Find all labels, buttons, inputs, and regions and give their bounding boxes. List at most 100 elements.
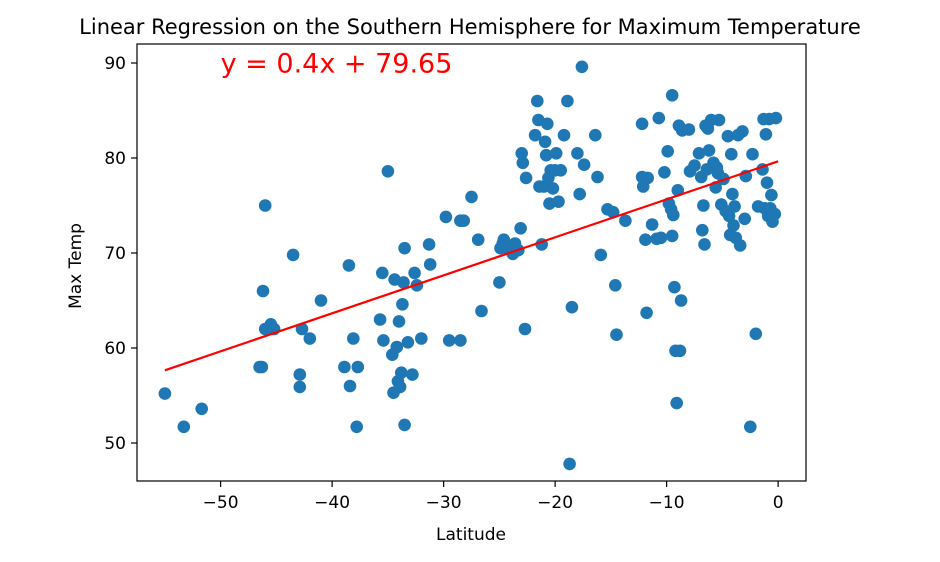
data-point bbox=[668, 280, 681, 294]
data-point bbox=[639, 233, 652, 246]
data-point bbox=[727, 219, 740, 232]
data-point bbox=[454, 334, 467, 347]
data-point bbox=[594, 248, 608, 262]
data-point bbox=[376, 266, 389, 280]
data-point bbox=[721, 129, 735, 143]
y-tick-label: 60 bbox=[104, 339, 126, 359]
data-point bbox=[338, 360, 351, 374]
data-point bbox=[351, 360, 365, 374]
data-point bbox=[665, 89, 679, 102]
x-tick-label: −40 bbox=[314, 493, 350, 513]
data-point bbox=[519, 171, 533, 185]
data-point bbox=[258, 199, 272, 212]
chart-title: Linear Regression on the Southern Hemisp… bbox=[79, 15, 861, 39]
data-point bbox=[398, 418, 411, 432]
data-point bbox=[392, 315, 406, 328]
data-point bbox=[195, 402, 208, 416]
data-point bbox=[514, 222, 527, 235]
data-point bbox=[692, 147, 706, 160]
data-point bbox=[661, 145, 674, 158]
y-tick-label: 90 bbox=[104, 54, 126, 74]
data-point bbox=[293, 380, 307, 394]
data-point bbox=[652, 111, 666, 125]
data-point bbox=[725, 147, 738, 161]
data-point bbox=[728, 200, 741, 213]
data-point bbox=[670, 396, 683, 410]
data-point bbox=[722, 209, 736, 223]
data-point bbox=[493, 276, 506, 289]
data-point bbox=[439, 210, 453, 224]
data-point bbox=[682, 123, 696, 136]
data-point bbox=[377, 334, 390, 347]
x-axis: −50 −40 −30 −20 −10 0 bbox=[203, 481, 784, 513]
data-point bbox=[698, 238, 711, 251]
data-point bbox=[347, 332, 360, 345]
regression-line bbox=[164, 160, 779, 372]
data-point bbox=[546, 182, 560, 195]
data-point bbox=[256, 284, 270, 298]
data-point bbox=[575, 60, 589, 74]
data-point bbox=[577, 158, 591, 171]
data-point bbox=[565, 300, 579, 314]
data-point bbox=[746, 147, 759, 161]
data-point bbox=[286, 248, 300, 262]
data-point bbox=[177, 420, 191, 434]
data-point bbox=[736, 125, 749, 138]
data-point bbox=[696, 223, 709, 237]
data-point bbox=[738, 212, 751, 226]
data-point bbox=[475, 304, 488, 318]
data-point bbox=[561, 94, 574, 108]
y-axis-label: Max Temp bbox=[66, 223, 86, 309]
data-point bbox=[393, 380, 407, 394]
data-point bbox=[295, 322, 309, 336]
data-point bbox=[538, 135, 552, 149]
data-point bbox=[571, 147, 584, 160]
x-tick-label: 0 bbox=[773, 493, 784, 513]
data-point bbox=[381, 165, 395, 178]
data-point bbox=[554, 164, 567, 177]
data-point bbox=[697, 199, 710, 212]
data-point bbox=[373, 313, 387, 326]
data-point bbox=[744, 420, 757, 434]
y-tick-label: 50 bbox=[104, 434, 126, 454]
data-point bbox=[442, 334, 456, 347]
data-point bbox=[573, 187, 586, 201]
data-point bbox=[158, 387, 172, 400]
data-point bbox=[390, 340, 404, 354]
data-point bbox=[759, 128, 773, 141]
data-point bbox=[658, 166, 671, 179]
data-point bbox=[549, 147, 563, 160]
data-point bbox=[667, 208, 680, 222]
data-point bbox=[465, 190, 478, 204]
data-point bbox=[765, 188, 778, 202]
x-tick-label: −10 bbox=[649, 493, 685, 513]
x-tick-label: −50 bbox=[203, 493, 239, 513]
data-point bbox=[397, 276, 410, 289]
data-point bbox=[303, 332, 317, 345]
x-axis-label: Latitude bbox=[436, 525, 506, 545]
data-point bbox=[665, 229, 679, 243]
data-point bbox=[640, 306, 653, 320]
data-point bbox=[541, 117, 554, 131]
data-point bbox=[769, 111, 783, 125]
data-point bbox=[673, 344, 687, 358]
data-point bbox=[552, 195, 565, 208]
data-point bbox=[760, 176, 774, 189]
data-point bbox=[457, 214, 471, 227]
data-point bbox=[293, 368, 307, 381]
data-point bbox=[539, 148, 553, 162]
data-point bbox=[749, 327, 763, 341]
data-point bbox=[645, 218, 659, 231]
data-point bbox=[396, 298, 409, 311]
data-point bbox=[610, 328, 623, 342]
y-axis: 50 60 70 80 90 bbox=[104, 54, 137, 454]
data-point bbox=[688, 159, 701, 172]
data-point bbox=[528, 128, 542, 142]
data-point bbox=[591, 170, 604, 184]
data-point bbox=[406, 368, 419, 381]
data-point bbox=[518, 322, 532, 336]
plot-area bbox=[158, 60, 783, 471]
data-point bbox=[423, 258, 437, 271]
